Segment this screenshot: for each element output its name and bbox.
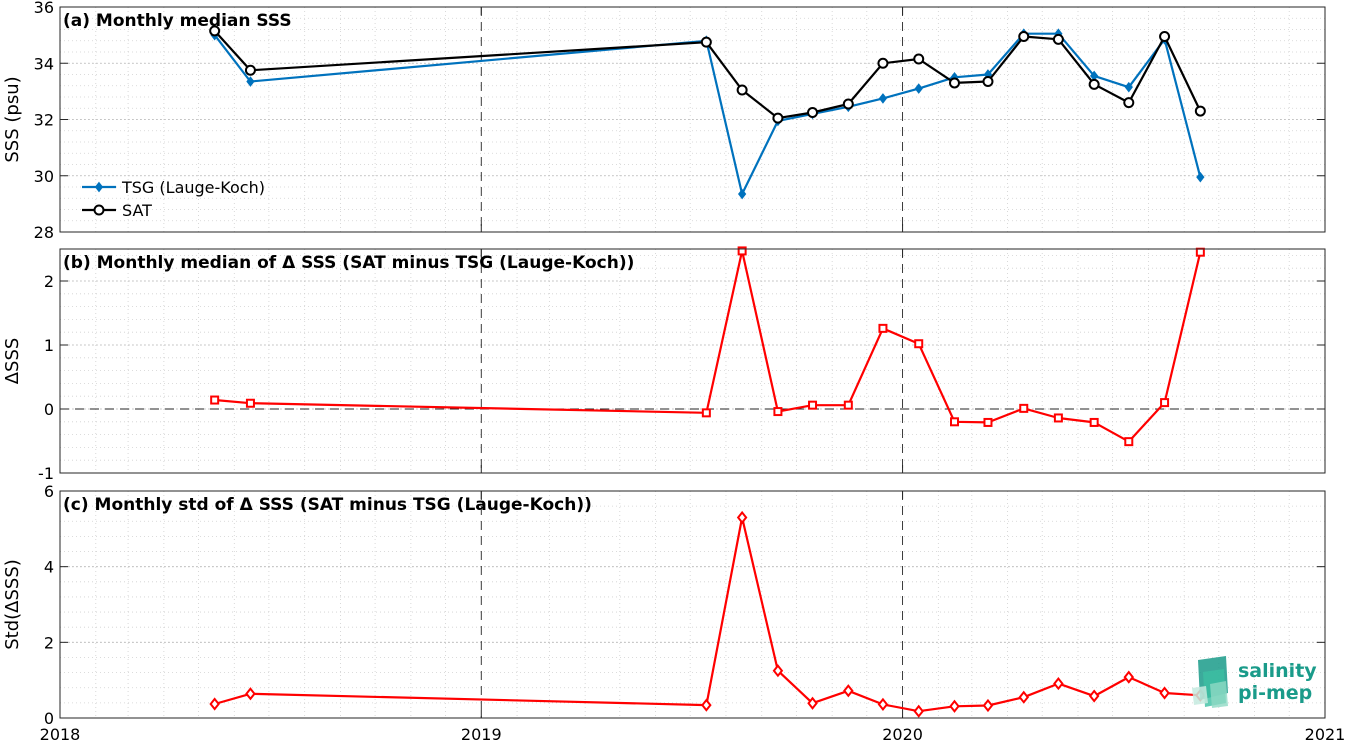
data-point bbox=[842, 98, 854, 110]
data-point bbox=[1159, 31, 1171, 43]
data-point bbox=[1053, 413, 1063, 423]
data-point bbox=[1196, 171, 1205, 183]
y-tick-label: 36 bbox=[34, 0, 54, 17]
panel-title: (b) Monthly median of Δ SSS (SAT minus T… bbox=[63, 253, 634, 273]
data-point bbox=[1123, 97, 1135, 109]
data-point bbox=[209, 697, 220, 711]
panel-title: (a) Monthly median SSS bbox=[63, 11, 292, 31]
y-tick-label: 1 bbox=[44, 336, 54, 355]
data-point bbox=[701, 698, 712, 712]
data-point bbox=[877, 697, 889, 711]
data-point bbox=[982, 76, 994, 88]
y-axis-label: SSS (psu) bbox=[2, 76, 23, 162]
data-point bbox=[1053, 676, 1064, 691]
panel-title: (c) Monthly std of Δ SSS (SAT minus TSG … bbox=[63, 495, 592, 515]
plot-frame bbox=[59, 6, 1326, 233]
data-point bbox=[1088, 78, 1100, 90]
legend-marker bbox=[94, 181, 104, 193]
data-point bbox=[808, 400, 818, 410]
x-tick-label: 2021 bbox=[1305, 725, 1346, 744]
data-point bbox=[244, 64, 256, 76]
data-point bbox=[737, 246, 747, 256]
x-tick-label: 2018 bbox=[40, 725, 81, 744]
legend-marker bbox=[93, 204, 105, 216]
data-point bbox=[700, 36, 712, 48]
data-point bbox=[701, 408, 711, 418]
plot-frame bbox=[59, 248, 1326, 474]
data-point bbox=[807, 696, 818, 710]
y-tick-label: 32 bbox=[34, 111, 54, 130]
data-point bbox=[246, 76, 255, 87]
data-point bbox=[772, 664, 784, 678]
logo-line2: pi-mep bbox=[1238, 682, 1312, 704]
data-point bbox=[1123, 670, 1135, 684]
x-tick-label: 2019 bbox=[461, 725, 502, 744]
data-point bbox=[1018, 31, 1030, 43]
data-point bbox=[1159, 686, 1170, 700]
data-point bbox=[1160, 398, 1170, 408]
y-axis-label: Std(ΔSSS) bbox=[2, 559, 23, 650]
data-point bbox=[913, 53, 925, 65]
data-point bbox=[950, 417, 960, 427]
data-point bbox=[878, 323, 888, 333]
data-point bbox=[736, 510, 748, 525]
panel-b-median-delta-sss: -1 0 1 2 (b) Monthly median of Δ SSS (SAT mi… bbox=[2, 246, 1326, 483]
data-point bbox=[914, 339, 924, 349]
y-tick-label: 0 bbox=[44, 400, 54, 419]
data-point bbox=[737, 188, 747, 200]
y-tick-label: 2 bbox=[44, 272, 54, 291]
data-point bbox=[1018, 690, 1030, 704]
y-tick-label: 6 bbox=[44, 482, 54, 501]
y-tick-label: 34 bbox=[34, 54, 54, 73]
data-point bbox=[245, 398, 255, 408]
y-tick-label: 4 bbox=[44, 558, 54, 577]
data-point bbox=[807, 106, 819, 118]
logo-mark-icon bbox=[1192, 656, 1228, 708]
plot-background bbox=[60, 249, 1325, 473]
salinity-pi-mep-logo: salinity pi-mep bbox=[1192, 656, 1317, 708]
data-point bbox=[773, 407, 783, 417]
plot-frame bbox=[59, 490, 1326, 719]
data-point bbox=[914, 83, 923, 94]
data-point bbox=[949, 699, 960, 713]
y-tick-label: 0 bbox=[44, 709, 54, 728]
data-point bbox=[772, 112, 784, 124]
data-point bbox=[1195, 247, 1205, 257]
data-point bbox=[1124, 437, 1134, 447]
y-tick-label: 2 bbox=[44, 633, 54, 652]
data-point bbox=[209, 25, 221, 37]
plot-background bbox=[60, 491, 1325, 718]
data-point bbox=[949, 77, 961, 89]
data-point bbox=[1088, 689, 1100, 703]
data-point bbox=[982, 698, 994, 713]
data-point bbox=[1089, 417, 1099, 427]
data-point bbox=[1124, 81, 1133, 93]
data-point bbox=[1019, 403, 1029, 413]
legend-entry: SAT bbox=[122, 201, 152, 220]
y-tick-label: -1 bbox=[38, 464, 54, 483]
x-tick-label: 2020 bbox=[882, 725, 923, 744]
data-point bbox=[877, 57, 889, 69]
y-axis-label: ΔSSS bbox=[2, 338, 23, 385]
panel-a-median-sss: 28 30 32 34 36 (a) Monthly median SSS SSS (psu… bbox=[2, 0, 1326, 242]
data-point bbox=[983, 417, 993, 427]
y-tick-label: 30 bbox=[34, 167, 54, 186]
y-tick-label: 28 bbox=[34, 223, 54, 242]
x-axis-tick-labels: 2018 2019 2020 2021 bbox=[40, 725, 1346, 744]
data-point bbox=[736, 84, 748, 96]
logo-line1: salinity bbox=[1238, 660, 1317, 682]
data-point bbox=[843, 684, 854, 698]
data-point bbox=[913, 704, 925, 718]
data-point bbox=[1052, 33, 1064, 45]
data-point bbox=[1194, 105, 1206, 117]
data-point bbox=[843, 400, 853, 410]
legend-entry: TSG (Lauge-Koch) bbox=[121, 178, 265, 197]
data-point bbox=[210, 395, 220, 405]
data-point bbox=[878, 93, 888, 104]
panel-c-std-delta-sss: 0 2 4 6 (c) Monthly std of Δ SSS (SAT minus … bbox=[2, 482, 1326, 728]
data-point bbox=[245, 687, 256, 701]
